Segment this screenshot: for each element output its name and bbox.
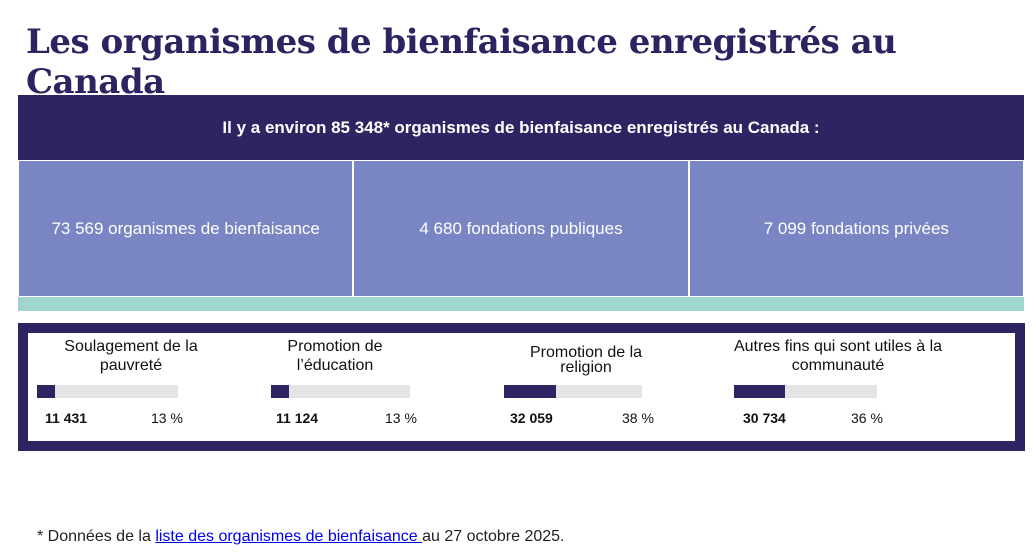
footnote-suffix: au 27 octobre 2025. xyxy=(422,528,565,545)
box-public-foundations: 4 680 fondations publiques xyxy=(353,160,689,297)
progress-bar xyxy=(734,385,877,398)
stat-label: Promotion de la religion xyxy=(529,344,643,376)
progress-bar xyxy=(504,385,642,398)
stat-percent: 38 % xyxy=(622,410,654,426)
stat-percent: 13 % xyxy=(385,410,417,426)
stat-count: 11 431 xyxy=(45,410,88,426)
stat-community: Autres fins qui sont utiles à la communa… xyxy=(728,333,948,381)
stat-percent: 13 % xyxy=(151,410,183,426)
charity-type-boxes: 73 569 organismes de bienfaisance 4 680 … xyxy=(18,160,1024,297)
purpose-stats-panel: Soulagement de la pauvreté 11 431 13 % P… xyxy=(18,323,1025,451)
stat-label: Soulagement de la pauvreté xyxy=(64,338,198,374)
progress-fill xyxy=(734,385,786,398)
box-private-foundations: 7 099 fondations privées xyxy=(688,160,1024,297)
box-charities: 73 569 organismes de bienfaisance xyxy=(18,160,354,297)
stat-label: Promotion de l’éducation xyxy=(287,338,383,374)
charity-list-link[interactable]: liste des organismes de bienfaisance xyxy=(155,528,423,545)
progress-fill xyxy=(271,385,290,398)
stat-religion: Promotion de la religion xyxy=(506,341,666,389)
stat-education: Promotion de l’éducation xyxy=(255,333,415,381)
footnote-prefix: * Données de la xyxy=(37,528,156,545)
progress-bar xyxy=(271,385,410,398)
total-banner: Il y a environ 85 348* organismes de bie… xyxy=(18,95,1024,160)
stat-percent: 36 % xyxy=(851,410,883,426)
stat-count: 11 124 xyxy=(276,410,319,426)
progress-bar xyxy=(37,385,178,398)
page-title: Les organismes de bienfaisance enregistr… xyxy=(26,22,897,102)
stat-count: 30 734 xyxy=(743,410,786,426)
stat-label: Autres fins qui sont utiles à la communa… xyxy=(733,338,943,374)
stat-count: 32 059 xyxy=(510,410,553,426)
progress-fill xyxy=(504,385,557,398)
footnote: * Données de la liste des organismes de … xyxy=(37,528,564,546)
divider-strip xyxy=(18,297,1024,311)
progress-fill xyxy=(37,385,56,398)
stat-poverty: Soulagement de la pauvreté xyxy=(31,333,231,381)
